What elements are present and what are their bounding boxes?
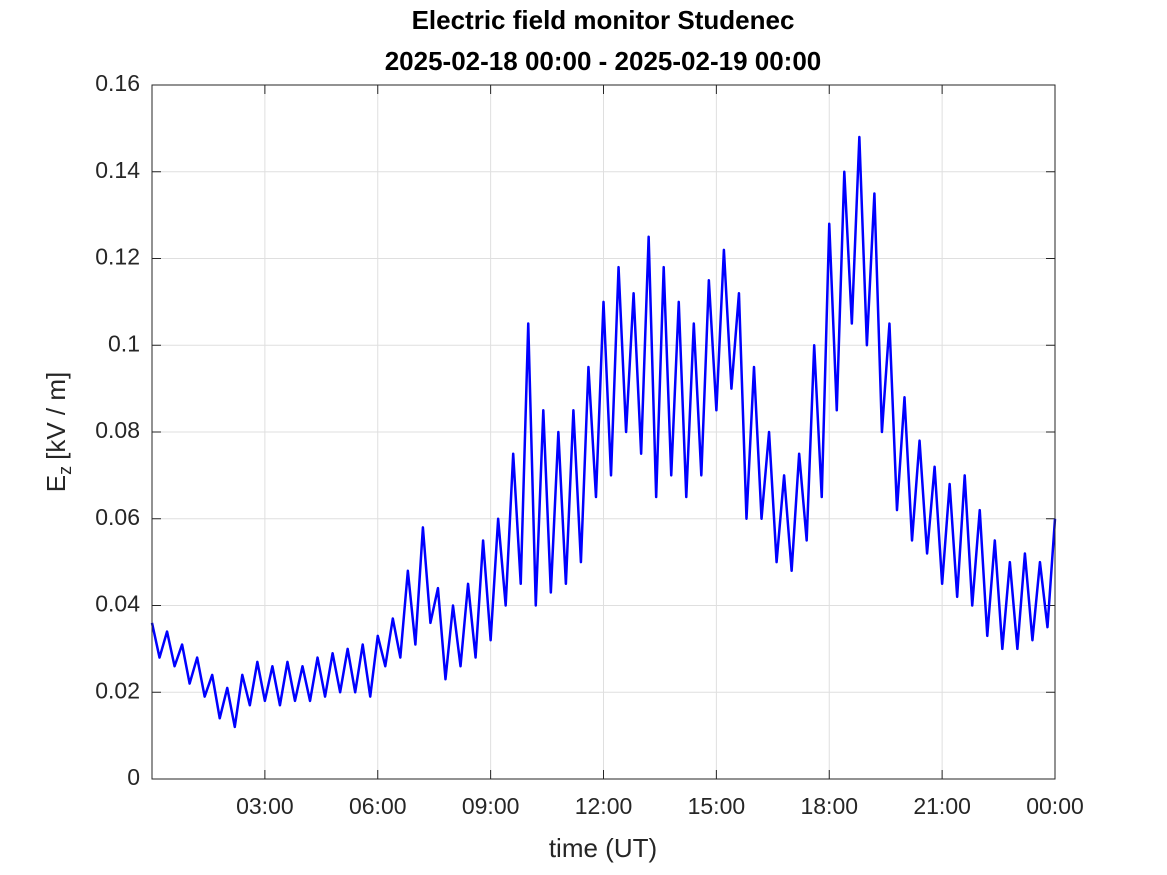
- y-tick-label: 0: [127, 764, 140, 790]
- x-tick-label: 00:00: [1026, 793, 1084, 819]
- axes-box: [151, 84, 1056, 780]
- y-tick-label: 0.06: [95, 504, 140, 530]
- x-tick-label: 21:00: [913, 793, 971, 819]
- y-label-unit: [kV / m]: [41, 372, 71, 460]
- y-tick-label: 0.02: [95, 677, 140, 703]
- y-tick-label: 0.14: [95, 157, 140, 183]
- x-tick-label: 12:00: [575, 793, 633, 819]
- y-tick-label: 0.04: [95, 591, 140, 617]
- x-tick-label: 15:00: [688, 793, 746, 819]
- y-axis-label: Ez [kV / m]: [41, 372, 75, 492]
- chart-title: Electric field monitor Studenec: [412, 5, 795, 35]
- x-axis-label: time (UT): [549, 833, 657, 863]
- data-line: [150, 135, 1057, 729]
- x-tick-label: 03:00: [236, 793, 294, 819]
- y-label-sub: z: [55, 466, 75, 475]
- x-tick-label: 18:00: [800, 793, 858, 819]
- y-tick-label: 0.12: [95, 244, 140, 270]
- x-tick-label: 06:00: [349, 793, 407, 819]
- y-tick-label: 0.1: [108, 330, 140, 356]
- y-label-main: E: [41, 475, 71, 492]
- x-tick-label: 09:00: [462, 793, 520, 819]
- y-tick-label: 0.08: [95, 417, 140, 443]
- chart-subtitle: 2025-02-18 00:00 - 2025-02-19 00:00: [385, 46, 822, 76]
- y-tick-label: 0.16: [95, 70, 140, 96]
